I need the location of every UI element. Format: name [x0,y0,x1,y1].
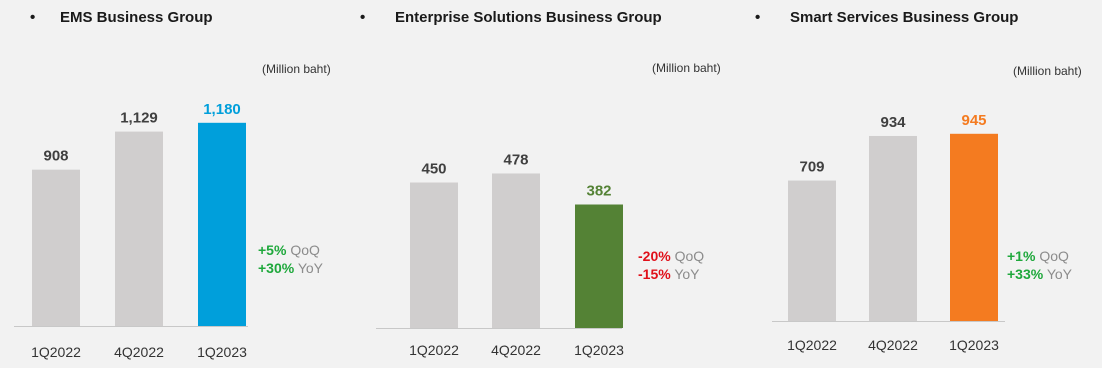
panel-title-text: Smart Services Business Group [790,9,1019,26]
unit-label: (Million baht) [1013,64,1082,78]
bar-4Q2022 [115,131,163,326]
bar-4Q2022 [869,135,917,321]
bar-1Q2023 [950,133,998,321]
x-tick-label: 1Q2022 [409,342,459,358]
bar-1Q2023 [198,122,246,326]
qoq-row: +5% QoQ [258,241,323,259]
bar-4Q2022 [492,173,540,328]
panel-title-text: EMS Business Group [60,9,213,26]
bar-1Q2022 [32,169,80,326]
qoq-row: +1% QoQ [1007,247,1072,265]
yoy-value: -15% [638,266,671,282]
qoq-value: +5% [258,242,287,258]
panel-title: • Enterprise Solutions Business Group [360,9,662,26]
bar-value-label: 478 [503,151,528,168]
growth-summary: +1% QoQ +33% YoY [1007,247,1072,283]
panel-enterprise-solutions: • Enterprise Solutions Business Group (Mi… [360,0,745,368]
x-tick-label: 1Q2022 [787,337,837,353]
yoy-value: +33% [1007,266,1044,282]
qoq-row: -20% QoQ [638,247,704,265]
qoq-value: -20% [638,248,671,264]
qoq-label: QoQ [290,242,320,258]
bar-value-label: 450 [421,161,446,178]
x-tick-label: 4Q2022 [868,337,918,353]
bullet-icon: • [755,9,761,26]
qoq-label: QoQ [674,248,705,264]
panel-smart-services: • Smart Services Business Group (Million … [745,0,1102,368]
x-tick-label: 1Q2023 [949,337,999,353]
panel-title: • Smart Services Business Group [755,9,1018,26]
qoq-label: QoQ [1039,248,1069,264]
bar-value-label: 1,180 [203,101,241,118]
bar-value-label: 908 [43,148,68,165]
bar-value-label: 382 [586,182,611,199]
growth-summary: -20% QoQ -15% YoY [638,247,704,283]
bar-1Q2023 [575,204,623,328]
yoy-row: -15% YoY [638,265,704,283]
yoy-label: YoY [1046,266,1073,282]
bar-value-label: 1,129 [120,110,158,127]
panel-ems: • EMS Business Group (Million baht) 908 1Q… [0,0,360,368]
bar-chart: 450 1Q2022 478 4Q2022 382 1Q2023 [376,151,624,358]
x-tick-label: 4Q2022 [491,342,541,358]
yoy-label: YoY [297,260,324,276]
yoy-row: +33% YoY [1007,265,1072,283]
yoy-label: YoY [674,266,700,282]
bar-1Q2022 [788,180,836,321]
x-tick-label: 1Q2023 [574,342,624,358]
bar-chart: 908 1Q2022 1,129 4Q2022 1,180 1Q2023 [14,101,248,360]
x-tick-label: 1Q2022 [31,344,81,360]
yoy-value: +30% [258,260,295,276]
panel-title: • EMS Business Group [30,9,213,26]
bullet-icon: • [360,9,366,26]
qoq-value: +1% [1007,248,1036,264]
bullet-icon: • [30,9,36,26]
growth-summary: +5% QoQ +30% YoY [258,241,323,277]
bar-value-label: 945 [961,112,986,129]
bar-1Q2022 [410,182,458,328]
bar-value-label: 934 [880,114,906,131]
unit-label: (Million baht) [262,62,331,76]
panel-title-text: Enterprise Solutions Business Group [395,9,662,26]
unit-label: (Million baht) [652,61,721,75]
bar-chart: 709 1Q2022 934 4Q2022 945 1Q2023 [772,112,1005,353]
bar-value-label: 709 [799,159,824,176]
x-tick-label: 1Q2023 [197,344,247,360]
yoy-row: +30% YoY [258,259,323,277]
x-tick-label: 4Q2022 [114,344,164,360]
